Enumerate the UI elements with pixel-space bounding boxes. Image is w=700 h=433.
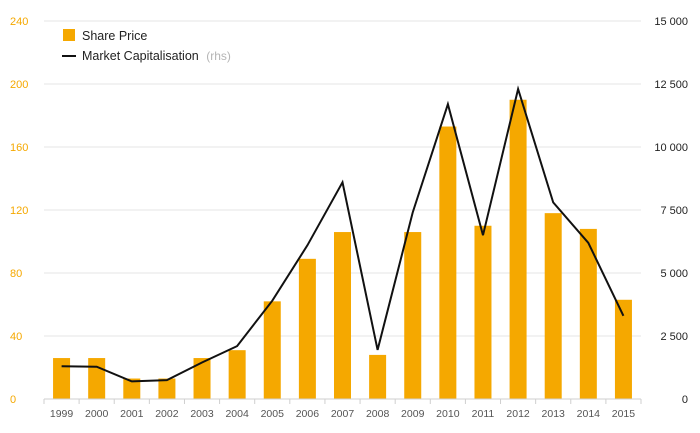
bar-share-price — [474, 225, 492, 399]
legend-label-market-cap-suffix: (rhs) — [206, 49, 231, 63]
x-tick-label: 2005 — [261, 408, 285, 420]
y-left-tick-label: 0 — [10, 394, 16, 406]
x-tick-label: 2006 — [296, 408, 320, 420]
y-left-tick-label: 240 — [10, 16, 28, 28]
y-left-tick-label: 160 — [10, 142, 28, 154]
x-tick-label: 2000 — [85, 408, 109, 420]
bar-share-price — [334, 232, 351, 399]
legend-label-market-cap-name: Market Capitalisation — [82, 49, 199, 63]
x-tick-label: 2007 — [331, 408, 355, 420]
x-tick-label: 2012 — [506, 408, 530, 420]
bar-share-price — [298, 258, 316, 399]
y-left-tick-label: 200 — [10, 79, 28, 91]
y-left-tick-label: 40 — [10, 331, 22, 343]
x-tick-label: 2013 — [542, 408, 566, 420]
x-tick-label: 2008 — [366, 408, 390, 420]
x-tick-label: 2001 — [120, 408, 144, 420]
bar-share-price — [193, 358, 211, 399]
bar-share-price — [53, 358, 71, 399]
bar-share-price — [614, 299, 632, 399]
x-tick-label: 1999 — [50, 408, 74, 420]
y-right-tick-label: 15 000 — [654, 16, 688, 28]
x-tick-label: 2009 — [401, 408, 425, 420]
legend-label-share-price: Share Price — [82, 29, 147, 43]
x-tick-label: 2002 — [155, 408, 179, 420]
line-market-cap — [61, 85, 625, 383]
market-cap-line — [61, 85, 625, 383]
y-right-tick-label: 10 000 — [654, 142, 688, 154]
x-tick-label: 2014 — [577, 408, 601, 420]
bar-share-price — [88, 358, 106, 399]
bar-share-price — [404, 232, 422, 399]
bar-share-price — [439, 126, 457, 400]
y-right-tick-label: 0 — [682, 394, 688, 406]
bar-share-price — [123, 378, 141, 399]
left-axis: 0 40 80 120 160 200 240 — [10, 16, 28, 406]
bar-share-price — [263, 301, 281, 399]
right-axis: 0 2 500 5 000 7 500 10 000 12 500 15 000 — [654, 16, 688, 406]
y-right-tick-label: 7 500 — [660, 205, 688, 217]
share-price-bars — [53, 99, 632, 400]
x-tick-label: 2011 — [472, 408, 495, 420]
y-left-tick-label: 80 — [10, 268, 22, 280]
grid-lines — [44, 20, 641, 337]
bar-share-price — [369, 354, 387, 399]
y-right-tick-label: 2 500 — [660, 331, 688, 343]
x-tick-label: 2004 — [225, 408, 249, 420]
x-tick-label: 2015 — [612, 408, 636, 420]
bar-share-price — [158, 378, 176, 399]
y-right-tick-label: 12 500 — [654, 79, 688, 91]
x-tick-label: 2010 — [436, 408, 460, 420]
bar-share-price — [579, 228, 597, 399]
legend-swatch-share-price — [63, 29, 75, 41]
bar-share-price — [544, 213, 562, 399]
legend: Share Price Market Capitalisation (rhs) — [62, 29, 231, 63]
x-tick-label: 2003 — [190, 408, 214, 420]
y-right-tick-label: 5 000 — [660, 268, 688, 280]
legend-label-market-cap: Market Capitalisation (rhs) — [82, 49, 231, 63]
bar-share-price — [228, 350, 246, 399]
x-axis: 1999 2000 2001 2002 2003 2004 2005 2006 2007 2008… — [43, 398, 642, 420]
bar-share-price — [509, 99, 527, 399]
y-left-tick-label: 120 — [10, 205, 28, 217]
